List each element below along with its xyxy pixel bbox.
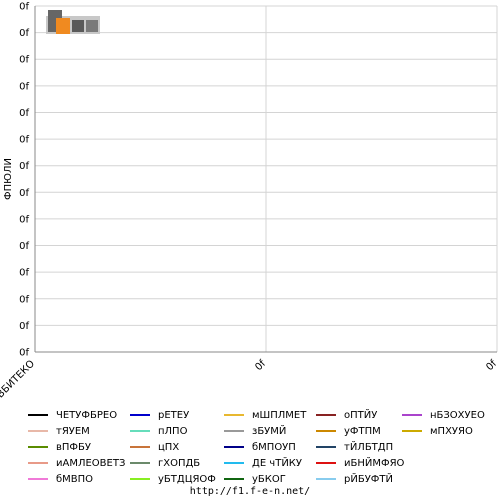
footer-url[interactable]: http://f1.f-e-n.net/ bbox=[189, 486, 311, 497]
y-tick-label: 0f bbox=[19, 2, 29, 13]
legend-swatch bbox=[130, 430, 150, 432]
legend-swatch bbox=[224, 462, 244, 464]
legend-swatch bbox=[28, 414, 48, 416]
y-tick-label: 0f bbox=[19, 81, 29, 92]
legend-label: нБЗОХУЕО bbox=[430, 409, 485, 421]
legend-item: мПХУЯО bbox=[402, 424, 473, 438]
legend-swatch bbox=[224, 478, 244, 480]
legend-swatch bbox=[28, 478, 48, 480]
legend-item: тЙЛБТДП bbox=[316, 440, 393, 454]
legend-item: рЕТЕУ bbox=[130, 408, 189, 422]
legend-item: бМПОУП bbox=[224, 440, 296, 454]
y-tick-label: 0f bbox=[19, 268, 29, 279]
legend-item: рЙБУФТЙ bbox=[316, 472, 393, 486]
legend-label: цПХ bbox=[158, 441, 180, 453]
y-tick-label: 0f bbox=[19, 135, 29, 146]
x-tick-label: 0f bbox=[484, 358, 499, 373]
legend-swatch bbox=[316, 478, 336, 480]
legend-label: ЧЕТУФБРЕО bbox=[56, 409, 118, 421]
y-axis-label: ФПЮЛИ bbox=[3, 158, 14, 200]
y-tick-label: 0f bbox=[19, 188, 29, 199]
legend-label: вПФБУ bbox=[56, 441, 91, 453]
legend-item: иАМЛЕОВЕТЗ bbox=[28, 456, 125, 470]
legend-swatch bbox=[130, 414, 150, 416]
y-tick-label: 0f bbox=[19, 55, 29, 66]
y-tick-label: 0f bbox=[19, 108, 29, 119]
legend-item: ЧЕТУФБРЕО bbox=[28, 408, 117, 422]
legend-swatch bbox=[316, 414, 336, 416]
legend-label: бМВПО bbox=[56, 473, 94, 485]
legend-label: уФТПМ bbox=[344, 425, 381, 437]
y-tick-label: 0f bbox=[19, 294, 29, 305]
legend-label: рЙБУФТЙ bbox=[344, 473, 393, 485]
legend-label: иАМЛЕОВЕТЗ bbox=[56, 457, 126, 469]
legend-item: тЯУЕМ bbox=[28, 424, 90, 438]
legend-swatch bbox=[130, 462, 150, 464]
legend-label: ДЕ чТЙКУ bbox=[252, 457, 302, 469]
y-tick-label: 0f bbox=[19, 241, 29, 252]
legend-label: бМПОУП bbox=[252, 441, 296, 453]
x-tick-label: 0f bbox=[253, 358, 268, 373]
legend-item: гХОПДБ bbox=[130, 456, 200, 470]
legend-item: ДЕ чТЙКУ bbox=[224, 456, 302, 470]
legend-item: оПТЙУ bbox=[316, 408, 377, 422]
legend-item: зБУМЙ bbox=[224, 424, 286, 438]
legend-label: уБКОГ bbox=[252, 473, 286, 485]
legend-swatch bbox=[402, 430, 422, 432]
legend-label: зБУМЙ bbox=[252, 425, 287, 437]
legend-item: вПФБУ bbox=[28, 440, 91, 454]
legend-swatch bbox=[316, 430, 336, 432]
legend-label: рЕТЕУ bbox=[158, 409, 190, 421]
legend-label: мШПЛМЕТ bbox=[252, 409, 307, 421]
legend-item: уБТДЦЯОФ bbox=[130, 472, 216, 486]
legend-label: уБТДЦЯОФ bbox=[158, 473, 216, 485]
legend-swatch bbox=[130, 446, 150, 448]
legend-label: мПХУЯО bbox=[430, 425, 473, 437]
x-tick-label: ВБИТЕКО bbox=[0, 358, 37, 400]
legend-label: тЯУЕМ bbox=[56, 425, 90, 437]
legend-swatch bbox=[130, 478, 150, 480]
legend-label: оПТЙУ bbox=[344, 409, 378, 421]
legend-label: гХОПДБ bbox=[158, 457, 201, 469]
legend-item: иБНЙМФЯО bbox=[316, 456, 404, 470]
legend-swatch bbox=[402, 414, 422, 416]
legend-swatch bbox=[28, 462, 48, 464]
y-tick-label: 0f bbox=[19, 28, 29, 39]
legend: ЧЕТУФБРЕО тЯУЕМ вПФБУ иАМЛЕОВЕТЗ бМВПО рЕТЕУ п… bbox=[28, 408, 498, 486]
legend-item: уБКОГ bbox=[224, 472, 286, 486]
legend-swatch bbox=[224, 446, 244, 448]
y-tick-label: 0f bbox=[19, 348, 29, 359]
legend-label: пЛПО bbox=[158, 425, 188, 437]
legend-label: тЙЛБТДП bbox=[344, 441, 394, 453]
legend-swatch bbox=[316, 462, 336, 464]
legend-item: бМВПО bbox=[28, 472, 93, 486]
legend-swatch bbox=[224, 430, 244, 432]
legend-item: цПХ bbox=[130, 440, 179, 454]
legend-swatch bbox=[28, 446, 48, 448]
legend-item: мШПЛМЕТ bbox=[224, 408, 306, 422]
legend-item: уФТПМ bbox=[316, 424, 381, 438]
y-tick-label: 0f bbox=[19, 161, 29, 172]
legend-item: нБЗОХУЕО bbox=[402, 408, 485, 422]
legend-swatch bbox=[316, 446, 336, 448]
legend-item: пЛПО bbox=[130, 424, 187, 438]
legend-swatch bbox=[28, 430, 48, 432]
f1en-logo bbox=[46, 10, 100, 34]
legend-swatch bbox=[224, 414, 244, 416]
y-tick-label: 0f bbox=[19, 214, 29, 225]
legend-label: иБНЙМФЯО bbox=[344, 457, 405, 469]
y-tick-label: 0f bbox=[19, 321, 29, 332]
